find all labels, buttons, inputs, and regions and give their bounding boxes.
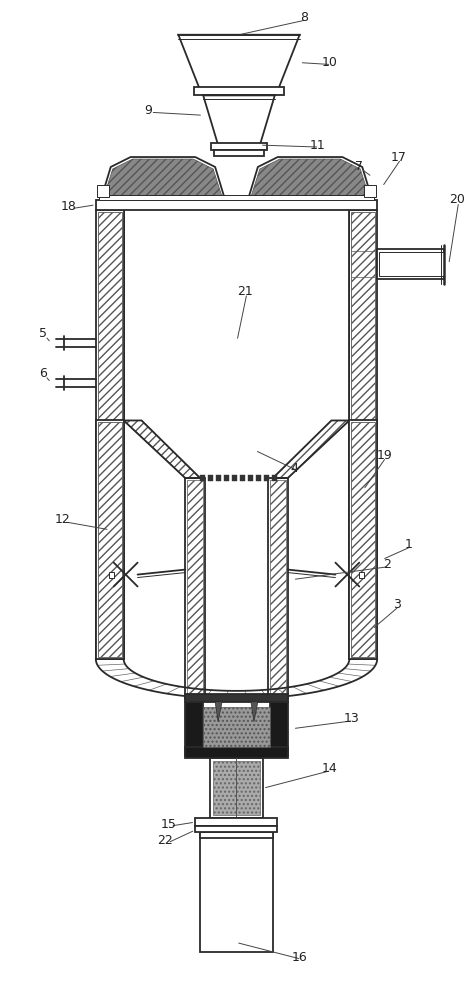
Bar bbox=[351, 251, 375, 277]
Text: 9: 9 bbox=[145, 104, 152, 117]
Bar bbox=[270, 480, 286, 697]
Text: 4: 4 bbox=[291, 462, 298, 475]
Bar bbox=[232, 475, 237, 481]
Bar bbox=[213, 761, 260, 815]
Text: 6: 6 bbox=[39, 367, 47, 380]
Bar bbox=[351, 212, 375, 657]
Bar bbox=[185, 747, 288, 758]
Bar bbox=[224, 475, 229, 481]
Bar bbox=[272, 475, 277, 481]
Polygon shape bbox=[215, 702, 222, 722]
Bar bbox=[240, 475, 245, 481]
Bar bbox=[200, 475, 205, 481]
Text: 19: 19 bbox=[376, 449, 392, 462]
Bar bbox=[195, 826, 277, 832]
Bar bbox=[211, 143, 267, 150]
Bar bbox=[200, 832, 273, 838]
Polygon shape bbox=[104, 159, 222, 197]
Bar bbox=[109, 572, 114, 578]
Bar bbox=[208, 475, 213, 481]
Bar bbox=[350, 210, 377, 659]
Text: 5: 5 bbox=[39, 327, 47, 340]
Polygon shape bbox=[123, 420, 200, 478]
Text: 16: 16 bbox=[292, 951, 307, 964]
Polygon shape bbox=[101, 157, 225, 200]
Bar bbox=[185, 702, 203, 756]
Bar bbox=[98, 212, 122, 657]
Bar bbox=[351, 422, 375, 657]
Polygon shape bbox=[178, 35, 299, 90]
Bar bbox=[268, 478, 288, 699]
Bar bbox=[264, 475, 269, 481]
Polygon shape bbox=[273, 420, 350, 478]
Bar bbox=[185, 478, 205, 699]
Bar bbox=[359, 572, 364, 578]
Bar bbox=[364, 185, 376, 197]
Bar bbox=[248, 475, 253, 481]
Bar bbox=[97, 185, 109, 197]
Bar bbox=[96, 210, 123, 659]
Text: 14: 14 bbox=[322, 762, 337, 775]
Text: 3: 3 bbox=[393, 598, 401, 611]
Text: 11: 11 bbox=[310, 139, 325, 152]
Bar bbox=[214, 150, 264, 156]
Text: 12: 12 bbox=[55, 513, 71, 526]
Text: 1: 1 bbox=[405, 538, 413, 551]
Polygon shape bbox=[251, 159, 369, 197]
Text: 21: 21 bbox=[237, 285, 253, 298]
Polygon shape bbox=[203, 95, 275, 145]
Text: 17: 17 bbox=[391, 151, 407, 164]
Bar bbox=[195, 818, 277, 826]
Text: 22: 22 bbox=[158, 834, 173, 847]
Bar bbox=[96, 200, 377, 210]
Text: 13: 13 bbox=[343, 712, 359, 725]
Bar bbox=[256, 475, 261, 481]
Bar bbox=[200, 832, 273, 952]
Bar bbox=[185, 694, 288, 702]
Bar bbox=[194, 87, 284, 95]
Text: 20: 20 bbox=[449, 193, 464, 206]
Bar bbox=[377, 249, 444, 279]
Bar bbox=[99, 195, 374, 200]
Text: 18: 18 bbox=[61, 200, 77, 213]
Text: 7: 7 bbox=[355, 160, 363, 173]
Text: 8: 8 bbox=[301, 11, 308, 24]
Bar bbox=[203, 707, 270, 747]
Bar bbox=[216, 475, 221, 481]
Polygon shape bbox=[248, 157, 372, 200]
Bar bbox=[350, 420, 377, 659]
Text: 15: 15 bbox=[160, 818, 176, 831]
Text: 10: 10 bbox=[322, 56, 337, 69]
Bar bbox=[379, 252, 444, 276]
Bar bbox=[270, 702, 288, 756]
Bar bbox=[187, 480, 203, 697]
Text: 2: 2 bbox=[383, 558, 391, 571]
Bar bbox=[96, 420, 123, 659]
Bar bbox=[210, 758, 263, 818]
Bar bbox=[98, 422, 122, 657]
Polygon shape bbox=[251, 702, 258, 722]
